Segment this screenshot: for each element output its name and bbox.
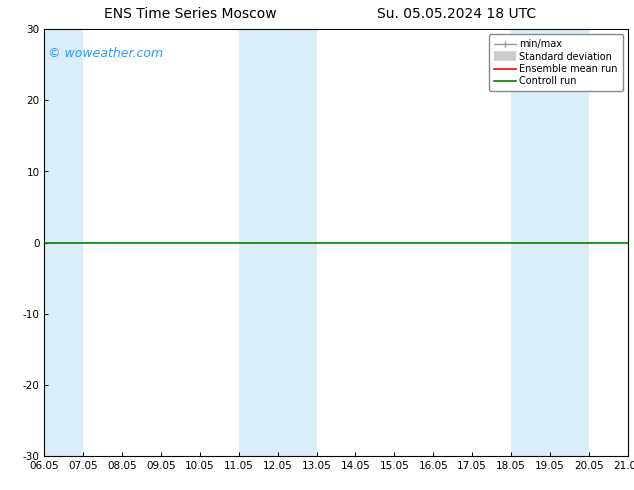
Text: © woweather.com: © woweather.com bbox=[48, 47, 164, 60]
Bar bbox=[511, 29, 589, 456]
Bar bbox=[239, 29, 316, 456]
Bar bbox=[44, 29, 83, 456]
Legend: min/max, Standard deviation, Ensemble mean run, Controll run: min/max, Standard deviation, Ensemble me… bbox=[489, 34, 623, 91]
Text: Su. 05.05.2024 18 UTC: Su. 05.05.2024 18 UTC bbox=[377, 7, 536, 22]
Text: ENS Time Series Moscow: ENS Time Series Moscow bbox=[104, 7, 276, 22]
